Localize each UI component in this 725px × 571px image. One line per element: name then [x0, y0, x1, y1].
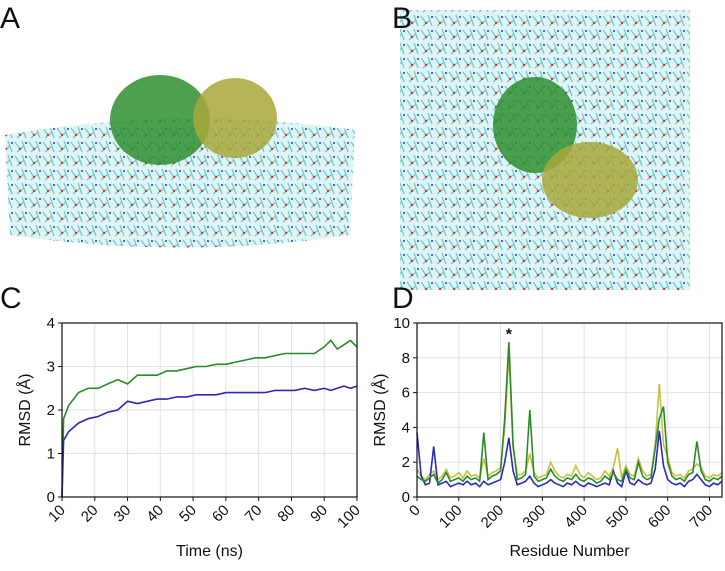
panel-label: C [0, 282, 22, 315]
x-tick-label: 40 [143, 502, 167, 526]
y-tick-label: 2 [402, 454, 410, 471]
x-tick-label: 500 [603, 502, 633, 532]
plot-frame [416, 322, 723, 498]
x-tick-label: 100 [436, 502, 466, 532]
membrane-top-view [400, 10, 690, 290]
y-tick-label: 2 [47, 402, 55, 419]
data-line [61, 385, 358, 498]
y-tick-label: 10 [393, 315, 410, 332]
x-tick-label: 400 [561, 502, 591, 532]
y-tick-label: 4 [47, 315, 55, 332]
x-tick-label: 70 [242, 502, 266, 526]
panel-label: A [0, 2, 20, 35]
plot-frame [61, 322, 358, 498]
x-tick-label: 600 [645, 502, 675, 532]
x-tick-label: 300 [519, 502, 549, 532]
y-tick-label: 6 [402, 385, 410, 402]
y-tick-label: 1 [47, 446, 55, 463]
y-tick-label: 0 [402, 489, 410, 506]
x-tick-label: 90 [307, 502, 331, 526]
y-axis-title: RMSD (Å) [370, 374, 389, 447]
x-tick-label: 100 [334, 502, 364, 532]
x-axis-title: Residue Number [509, 543, 630, 560]
data-line [61, 339, 358, 498]
y-tick-label: 0 [47, 489, 55, 506]
y-tick-label: 3 [47, 359, 55, 376]
x-tick-label: 700 [687, 502, 717, 532]
data-line [416, 342, 723, 485]
x-axis-title: Time (ns) [176, 543, 243, 560]
x-tick-label: 80 [274, 502, 298, 526]
y-tick-label: 4 [402, 419, 410, 436]
y-tick-label: 8 [402, 350, 410, 367]
panel-label: B [392, 2, 412, 35]
panel-label: D [392, 282, 414, 315]
membrane-side-view [5, 75, 355, 248]
annotation: * [506, 326, 513, 343]
x-tick-label: 60 [209, 502, 233, 526]
data-line [416, 430, 723, 489]
x-tick-label: 50 [176, 502, 200, 526]
x-tick-label: 200 [478, 502, 508, 532]
data-line [416, 352, 723, 481]
x-tick-label: 0 [406, 502, 424, 520]
x-tick-label: 20 [78, 502, 102, 526]
y-axis-title: RMSD (Å) [15, 374, 34, 447]
x-tick-label: 30 [111, 502, 135, 526]
